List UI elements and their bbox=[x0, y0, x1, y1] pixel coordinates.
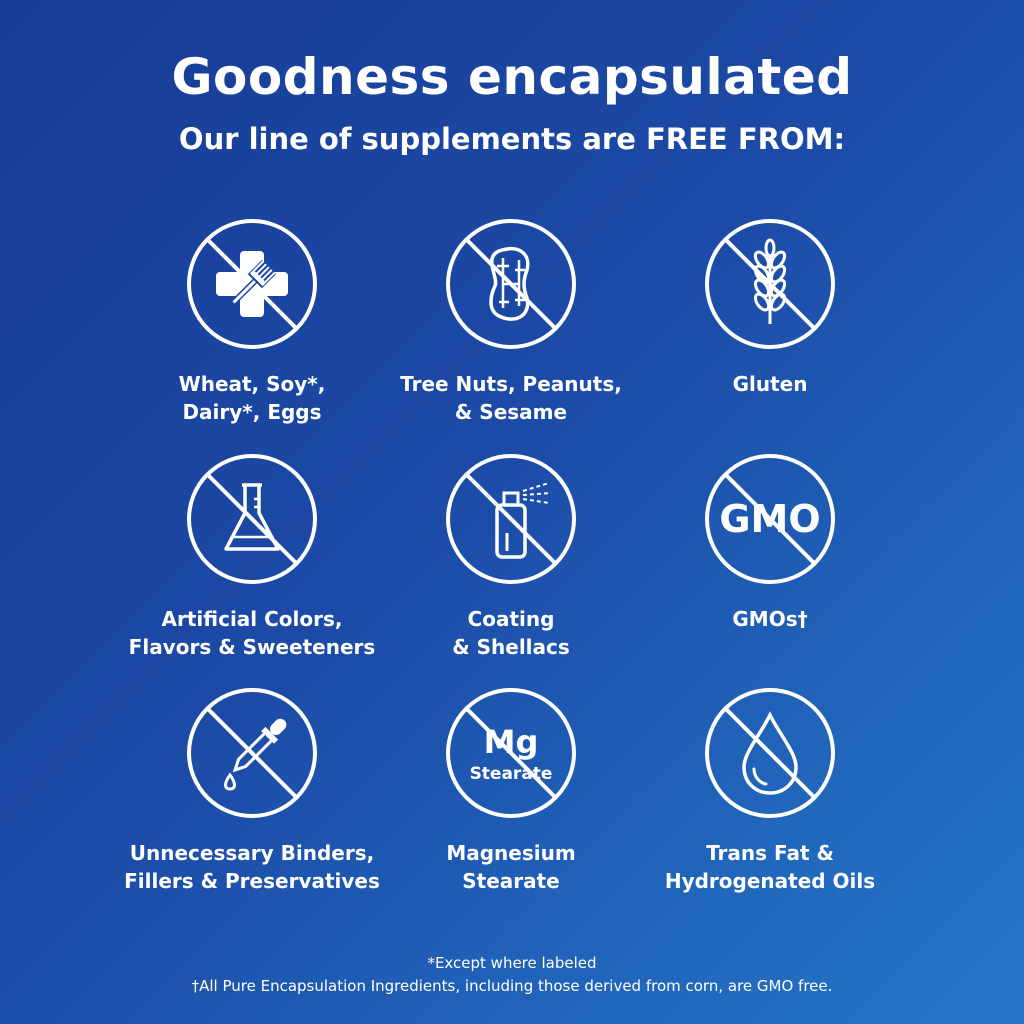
free-from-item: Coating & Shellacs bbox=[361, 453, 661, 661]
gmo-text-icon: GMO bbox=[705, 454, 835, 584]
spray-can-icon bbox=[446, 454, 576, 584]
flask-icon bbox=[187, 454, 317, 584]
item-label: GMOs† bbox=[732, 607, 808, 631]
svg-text:Mg: Mg bbox=[484, 723, 539, 761]
peanut-icon bbox=[446, 219, 576, 349]
item-label: Tree Nuts, Peanuts, & Sesame bbox=[400, 372, 622, 424]
item-label: Wheat, Soy*, Dairy*, Eggs bbox=[178, 372, 326, 424]
item-label: Coating & Shellacs bbox=[452, 607, 570, 659]
free-from-item: Unnecessary Binders, Fillers & Preservat… bbox=[102, 687, 402, 895]
dropper-icon bbox=[187, 688, 317, 818]
item-label: Trans Fat & Hydrogenated Oils bbox=[664, 841, 876, 893]
item-label: Gluten bbox=[732, 372, 808, 396]
footnote-gmo: †All Pure Encapsulation Ingredients, inc… bbox=[191, 977, 833, 995]
free-from-item: GMO GMOs† bbox=[620, 453, 920, 633]
page-subtitle: Our line of supplements are FREE FROM: bbox=[178, 122, 846, 156]
free-from-item: Trans Fat & Hydrogenated Oils bbox=[620, 687, 920, 895]
footnote-except: *Except where labeled bbox=[427, 954, 597, 972]
wheat-icon bbox=[705, 219, 835, 349]
free-from-item: Gluten bbox=[620, 218, 920, 398]
free-from-item: Mg Stearate Magnesium Stearate bbox=[361, 687, 661, 895]
allergen-cross-fork-icon bbox=[187, 219, 317, 349]
svg-text:Stearate: Stearate bbox=[470, 764, 553, 784]
free-from-item: Tree Nuts, Peanuts, & Sesame bbox=[361, 218, 661, 426]
svg-text:GMO: GMO bbox=[719, 497, 820, 541]
page-title: Goodness encapsulated bbox=[171, 48, 853, 106]
item-label: Magnesium Stearate bbox=[446, 841, 576, 893]
free-from-item: Artificial Colors, Flavors & Sweeteners bbox=[102, 453, 402, 661]
item-label: Artificial Colors, Flavors & Sweeteners bbox=[128, 607, 376, 659]
oil-drop-icon bbox=[705, 688, 835, 818]
item-label: Unnecessary Binders, Fillers & Preservat… bbox=[124, 841, 380, 893]
free-from-item: Wheat, Soy*, Dairy*, Eggs bbox=[102, 218, 402, 426]
mg-stearate-text-icon: Mg Stearate bbox=[446, 688, 576, 818]
